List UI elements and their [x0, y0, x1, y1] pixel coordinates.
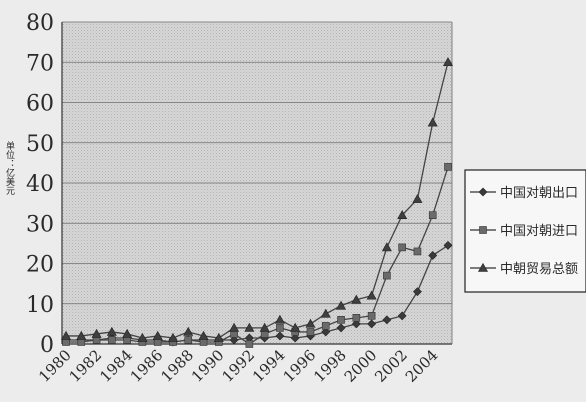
legend-label: 中国对朝出口	[500, 186, 578, 201]
data-point	[321, 327, 331, 337]
data-point	[351, 319, 361, 329]
data-point	[413, 247, 422, 256]
x-tick-label: 1982	[66, 346, 106, 386]
data-point	[184, 336, 193, 344]
x-tick-label: 1994	[249, 346, 289, 386]
data-point	[443, 240, 453, 250]
data-point	[76, 330, 87, 340]
legend-marker	[477, 262, 489, 272]
data-point	[60, 330, 72, 340]
data-point	[167, 332, 178, 342]
data-point	[213, 332, 224, 342]
x-tick-label: 2000	[341, 346, 381, 386]
data-point	[106, 326, 117, 336]
x-tick-label: 2002	[371, 346, 411, 386]
data-point	[427, 117, 438, 127]
data-point	[306, 328, 315, 336]
y-tick-label: 70	[26, 51, 54, 76]
x-tick-label: 1986	[127, 346, 167, 386]
y-tick-label: 80	[26, 11, 54, 36]
data-point	[428, 211, 437, 219]
y-tick-label: 30	[26, 212, 54, 237]
data-point	[351, 294, 362, 304]
data-point	[413, 287, 422, 297]
data-point	[366, 290, 377, 300]
y-tick-label: 60	[26, 92, 54, 117]
legend-marker	[479, 226, 487, 234]
data-point	[352, 314, 361, 322]
series-layer	[60, 57, 454, 348]
x-tick-label: 1992	[218, 346, 258, 386]
y-tick-label: 10	[26, 293, 54, 318]
y-axis-label: 单位：亿美元	[4, 140, 15, 196]
y-axis: 0 10 20 30 40 50 60 70 80	[26, 11, 63, 358]
data-point	[229, 322, 240, 332]
data-point	[337, 316, 345, 324]
data-point	[259, 322, 270, 332]
data-point	[381, 242, 392, 252]
data-point	[383, 271, 391, 280]
data-point	[137, 332, 148, 342]
data-point	[336, 300, 347, 310]
data-point	[183, 326, 194, 336]
x-tick-label: 1984	[96, 346, 136, 386]
y-tick-label: 0	[40, 333, 54, 358]
series-3	[60, 57, 454, 342]
data-point	[275, 331, 285, 341]
x-tick-label: 1988	[157, 346, 197, 386]
data-point	[152, 330, 163, 340]
data-point	[274, 314, 285, 324]
y-tick-label: 40	[26, 172, 54, 197]
x-tick-label: 2004	[402, 346, 442, 386]
data-point	[321, 322, 330, 330]
data-point	[320, 308, 331, 318]
y-tick-label: 50	[26, 132, 54, 157]
data-point	[245, 340, 254, 348]
data-point	[290, 333, 300, 343]
data-point	[229, 335, 239, 345]
data-point	[91, 328, 102, 338]
legend-label: 中国对朝进口	[500, 224, 578, 239]
data-point	[122, 328, 133, 338]
data-point	[305, 318, 316, 328]
data-point	[367, 319, 377, 329]
data-point	[397, 210, 408, 219]
data-point	[336, 323, 346, 333]
data-point	[428, 251, 438, 260]
data-point	[108, 336, 116, 344]
data-point	[398, 243, 406, 252]
data-point	[244, 322, 255, 332]
x-tick-label: 1998	[310, 346, 350, 386]
data-point	[367, 312, 376, 320]
data-point	[276, 324, 284, 332]
y-tick-label: 20	[26, 253, 54, 278]
data-point	[382, 315, 392, 325]
data-point	[198, 330, 209, 340]
x-tick-label: 1990	[188, 346, 228, 386]
series-2	[62, 163, 452, 348]
data-point	[397, 311, 407, 321]
data-point	[444, 163, 452, 171]
legend-marker	[478, 187, 488, 197]
data-point	[412, 193, 423, 203]
legend-label: 中朝贸易总额	[500, 262, 578, 277]
x-tick-label: 1996	[280, 346, 320, 386]
data-point	[290, 322, 301, 332]
data-point	[442, 57, 454, 67]
